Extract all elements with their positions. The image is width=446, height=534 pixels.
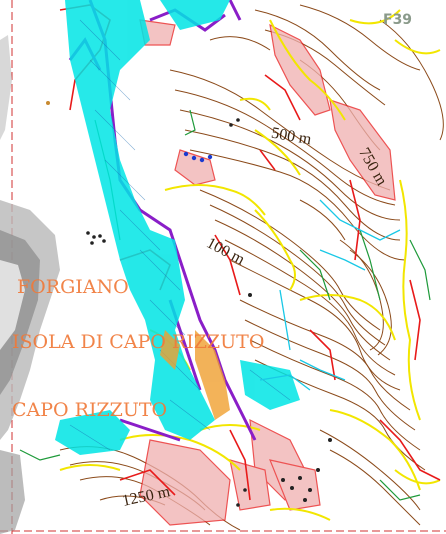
offshore-points — [46, 101, 106, 245]
alluvial-band-hatch — [69, 19, 291, 451]
relief-shading — [0, 35, 60, 534]
contour-lines — [59, 4, 444, 531]
place-label-capo-rizzuto: CAPO RIZZUTO — [12, 399, 168, 421]
terrace-strip — [160, 330, 230, 420]
place-label-isola-di-capo-rizzuto: ISOLA DI CAPO RIZZUTO — [12, 331, 265, 353]
sheet-number: F39 — [383, 12, 413, 28]
streams — [259, 199, 401, 391]
borehole-symbols — [183, 118, 332, 507]
place-label-forgiano: FORGIANO — [17, 276, 129, 298]
